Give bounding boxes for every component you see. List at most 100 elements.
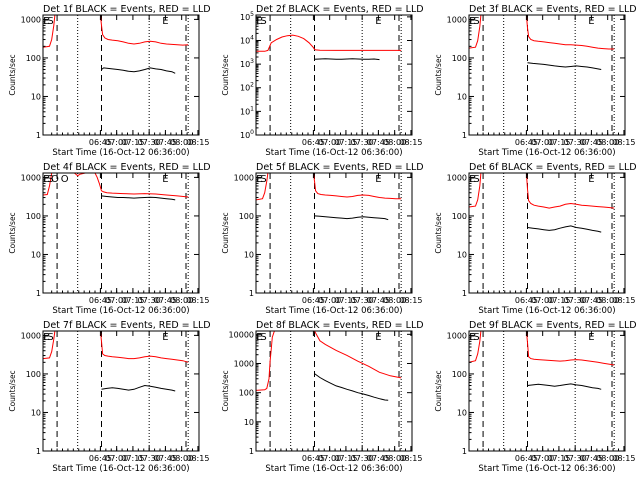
x-tick-label: 08:00	[596, 138, 619, 147]
event-marker-label: E	[256, 16, 262, 27]
y-axis-label: Counts/sec	[434, 212, 443, 253]
panel-det-3: Det 3f BLACK = Events, RED = LLD 06:45 07:…	[434, 4, 637, 158]
y-tick-label: 1000	[234, 173, 254, 182]
x-tick-label: 07:15	[334, 454, 357, 463]
y-axis-label: Counts/sec	[221, 54, 230, 95]
event-marker-label: E	[469, 174, 475, 185]
y-tick-label: 104	[240, 34, 254, 45]
x-tick-label: 07:30	[564, 138, 587, 147]
plot-frame	[255, 14, 413, 136]
event-marker-label: S	[47, 174, 53, 185]
x-tick-label: 07:45	[580, 138, 603, 147]
series-red-lld	[43, 331, 189, 363]
panel-title: Det 6f BLACK = Events, RED = LLD	[469, 162, 637, 173]
y-tick-label: 100	[452, 370, 467, 379]
x-tick-label: 08:15	[612, 454, 635, 463]
y-tick-label: 1000	[447, 331, 467, 340]
series-red-lld	[43, 15, 189, 48]
x-axis-label: Start Time (16-Oct-12 06:36:00)	[265, 464, 402, 474]
x-tick-label: 07:00	[105, 138, 128, 147]
y-tick-label: 1000	[21, 15, 41, 24]
x-tick-label: 07:15	[121, 296, 144, 305]
event-marker-label: E	[375, 332, 381, 343]
panel-det-6: Det 6f BLACK = Events, RED = LLD 06:4507:…	[434, 162, 637, 316]
x-tick-label: 07:00	[531, 454, 554, 463]
x-tick-label: 08:00	[596, 454, 619, 463]
series-black-events	[527, 383, 602, 390]
x-tick-label: 07:30	[138, 138, 161, 147]
x-tick-label: 07:00	[318, 296, 341, 305]
x-tick-label: 07:15	[334, 138, 357, 147]
y-axis-label: Counts/sec	[8, 370, 17, 411]
x-tick-label: 07:00	[105, 454, 128, 463]
series-red-lld	[469, 173, 615, 209]
x-tick-label: 07:00	[105, 296, 128, 305]
event-marker-label: S	[260, 332, 266, 343]
series-black-events	[101, 67, 176, 74]
x-tick-label: 07:45	[367, 296, 390, 305]
panel-det-8: Det 8f BLACK = Events, RED = LLD 06:45 07:…	[221, 320, 424, 474]
event-marker-label: O	[61, 174, 69, 185]
x-axis-label: Start Time (16-Oct-12 06:36:00)	[478, 464, 615, 474]
y-axis-label: Counts/sec	[221, 370, 230, 411]
x-tick-label: 06:45	[302, 454, 325, 463]
x-tick-label: 08:00	[170, 296, 193, 305]
event-marker-label: E	[43, 174, 49, 185]
panel-det-2: Det 2f BLACK = Events, RED = LLD06:4507:…	[221, 4, 424, 158]
x-tick-label: 08:00	[383, 296, 406, 305]
y-tick-label: 1000	[234, 359, 254, 368]
panel-det-7: Det 7f BLACK = Events, RED = LLD06:4507:…	[8, 320, 211, 474]
x-tick-label: 07:00	[531, 296, 554, 305]
panel-title: Det 9f BLACK = Events, RED = LLD	[469, 320, 637, 331]
x-tick-label: 08:00	[170, 454, 193, 463]
x-tick-label: 08:00	[170, 138, 193, 147]
x-tick-label: 08:15	[612, 138, 635, 147]
series-black-events	[314, 215, 389, 221]
event-marker-label: E	[256, 332, 262, 343]
event-marker-label: S	[260, 174, 266, 185]
y-tick-label: 1	[36, 289, 41, 298]
event-marker-label: S	[47, 16, 53, 27]
x-tick-label: 08:15	[186, 296, 209, 305]
series-black-events	[314, 373, 389, 401]
plot-frame	[42, 172, 200, 294]
y-axis-label: Counts/sec	[8, 212, 17, 253]
y-tick-label: 100	[452, 54, 467, 63]
panel-title: Det 2f BLACK = Events, RED = LLD	[256, 4, 424, 15]
x-tick-label: 08:00	[596, 296, 619, 305]
x-tick-label: 06:45	[515, 138, 538, 147]
y-tick-label: 10	[244, 418, 254, 427]
y-tick-label: 10	[31, 408, 41, 417]
panel-det-1: Det 1f BLACK = Events, RED = LLD06:4507:…	[8, 4, 211, 158]
x-tick-label: 08:15	[399, 138, 422, 147]
y-tick-label: 10	[244, 250, 254, 259]
y-tick-label: 1	[36, 131, 41, 140]
event-marker-label: E	[256, 174, 262, 185]
panel-title: Det 5f BLACK = Events, RED = LLD	[256, 162, 424, 173]
panel-title: Det 8f BLACK = Events, RED = LLD	[256, 320, 424, 331]
x-tick-label: 07:30	[351, 138, 374, 147]
x-axis-label: Start Time (16-Oct-12 06:36:00)	[265, 306, 402, 316]
y-axis-label: Counts/sec	[434, 54, 443, 95]
x-axis-label: Start Time (16-Oct-12 06:36:00)	[52, 464, 189, 474]
series-red-lld	[256, 331, 402, 391]
x-tick-label: 06:45	[515, 296, 538, 305]
x-tick-label: 07:30	[564, 454, 587, 463]
series-black-events	[527, 225, 602, 233]
y-tick-label: 1	[462, 131, 467, 140]
panel-title: Det 7f BLACK = Events, RED = LLD	[43, 320, 211, 331]
y-tick-label: 1	[36, 447, 41, 456]
series-black-events	[314, 58, 380, 61]
event-marker-label: E	[588, 16, 594, 27]
panel-det-4: Det 4f BLACK = Events, RED = LLD06:4507:…	[8, 162, 211, 316]
y-tick-label: 1000	[21, 173, 41, 182]
x-tick-label: 07:15	[121, 454, 144, 463]
event-marker-label: S	[260, 16, 266, 27]
x-tick-label: 07:45	[580, 454, 603, 463]
x-tick-label: 07:45	[367, 454, 390, 463]
x-tick-label: 07:15	[121, 138, 144, 147]
x-tick-label: 06:45	[89, 138, 112, 147]
panel-title: Det 3f BLACK = Events, RED = LLD	[469, 4, 637, 15]
x-tick-label: 07:30	[351, 454, 374, 463]
x-tick-label: 08:00	[383, 138, 406, 147]
